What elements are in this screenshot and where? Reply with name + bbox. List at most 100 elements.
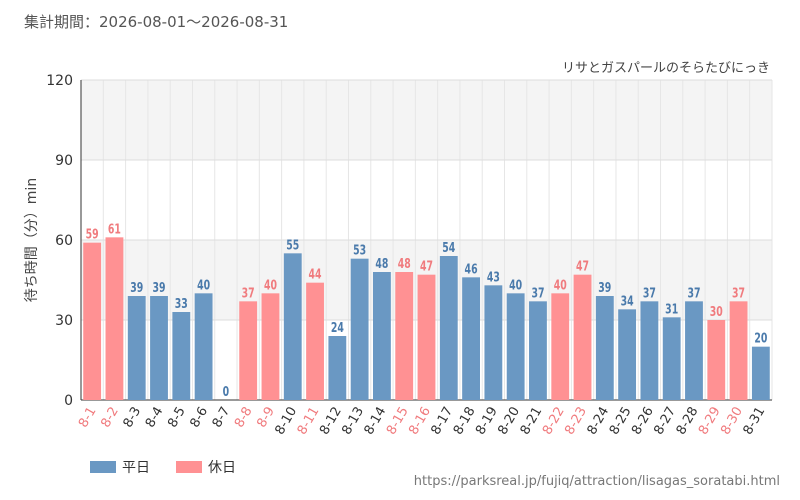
data-label-8-11: 44 [309,267,322,282]
bar-8-17 [439,256,458,400]
data-label-8-1: 59 [86,227,99,242]
data-label-8-6: 40 [197,277,210,292]
data-label-8-30: 37 [732,285,745,300]
bar-8-24 [595,296,614,400]
x-tick-label-8-24: 8-24 [585,405,613,438]
data-label-8-5: 33 [175,296,188,311]
x-tick-label-8-3: 8-3 [121,405,145,431]
source-url: https://parksreal.jp/fujiq/attraction/li… [413,474,780,489]
data-label-8-10: 55 [286,237,299,252]
bar-8-21 [529,301,547,400]
data-label-8-4: 39 [153,280,166,295]
bar-8-19 [484,285,503,400]
legend-item-holiday: 休日 [176,457,236,477]
x-tick-label-8-16: 8-16 [406,405,434,438]
data-label-8-19: 43 [487,269,500,284]
bar-8-11 [306,282,324,400]
legend: 平日 休日 [90,457,236,477]
x-tick-label-8-28: 8-28 [674,405,702,438]
bar-8-31 [751,346,770,400]
data-label-8-7: 0 [223,384,230,399]
data-label-8-13: 53 [353,243,366,258]
data-label-8-26: 37 [643,285,656,300]
x-tick-label-8-11: 8-11 [295,405,323,438]
bar-8-15 [395,272,414,400]
x-tick-label-8-30: 8-30 [718,405,746,438]
y-tick-label: 60 [55,233,73,249]
bar-8-29 [707,320,726,400]
data-label-8-20: 40 [509,277,522,292]
data-label-8-17: 54 [442,240,455,255]
data-label-8-24: 39 [598,280,611,295]
bar-8-25 [618,309,637,400]
y-tick-label: 0 [64,393,73,409]
data-label-8-23: 47 [576,259,589,274]
data-label-8-3: 39 [130,280,143,295]
x-tick-label-8-10: 8-10 [272,405,300,438]
data-label-8-8: 37 [242,285,255,300]
bar-8-14 [373,272,391,400]
bar-8-2 [105,237,124,400]
x-tick-label-8-27: 8-27 [651,405,679,438]
x-tick-label-8-6: 8-6 [187,405,211,431]
x-tick-label-8-20: 8-20 [495,405,523,438]
y-tick-label: 120 [46,73,73,89]
x-tick-label-8-2: 8-2 [98,405,122,431]
data-label-8-31: 20 [754,331,767,346]
bar-8-13 [350,258,369,400]
x-tick-label-8-5: 8-5 [165,405,189,431]
x-tick-label-8-23: 8-23 [562,405,590,438]
bar-8-26 [640,301,659,400]
x-tick-label-8-14: 8-14 [362,405,390,438]
x-tick-label-8-13: 8-13 [339,405,367,438]
x-tick-label-8-7: 8-7 [210,405,234,431]
legend-label-holiday: 休日 [208,460,236,476]
bar-8-12 [328,336,347,400]
data-label-8-16: 47 [420,259,433,274]
x-tick-label-8-12: 8-12 [317,405,345,438]
bar-8-10 [283,253,302,400]
bar-8-4 [150,296,168,400]
bar-8-6 [194,293,213,400]
x-tick-label-8-15: 8-15 [384,405,412,438]
bar-8-28 [685,301,703,400]
bar-8-9 [261,293,280,400]
legend-item-weekday: 平日 [90,457,150,477]
data-label-8-2: 61 [108,221,121,236]
data-label-8-12: 24 [331,320,344,335]
bar-8-22 [551,293,570,400]
period-label: 集計期間：2026-08-01～2026-08-31 [24,13,289,31]
data-label-8-22: 40 [554,277,567,292]
bar-8-3 [127,296,146,400]
bar-8-8 [239,301,258,400]
bar-8-5 [172,312,191,400]
bar-8-27 [662,317,681,400]
x-tick-label-8-25: 8-25 [607,405,635,438]
x-tick-label-8-26: 8-26 [629,405,657,438]
x-tick-label-8-8: 8-8 [232,405,256,431]
data-label-8-15: 48 [398,256,411,271]
data-label-8-14: 48 [375,256,388,271]
bar-8-18 [462,277,480,400]
y-axis-label: 待ち時間（分）min [24,178,40,302]
x-tick-label-8-17: 8-17 [429,405,457,438]
data-label-8-28: 37 [687,285,700,300]
x-tick-label-8-19: 8-19 [473,405,501,438]
legend-label-weekday: 平日 [122,460,150,476]
legend-swatch-holiday [176,461,202,473]
data-label-8-9: 40 [264,277,277,292]
legend-swatch-weekday [90,461,116,473]
x-tick-label-8-4: 8-4 [143,405,167,431]
x-tick-label-8-1: 8-1 [76,405,100,431]
bar-8-1 [83,242,102,400]
data-label-8-18: 46 [465,261,478,276]
data-label-8-21: 37 [531,285,544,300]
x-tick-label-8-31: 8-31 [741,405,769,438]
x-tick-label-8-29: 8-29 [696,405,724,438]
bar-8-23 [573,274,592,400]
plot-band [81,80,772,160]
data-label-8-25: 34 [621,293,634,308]
data-label-8-29: 30 [710,304,723,319]
bar-8-16 [417,274,436,400]
